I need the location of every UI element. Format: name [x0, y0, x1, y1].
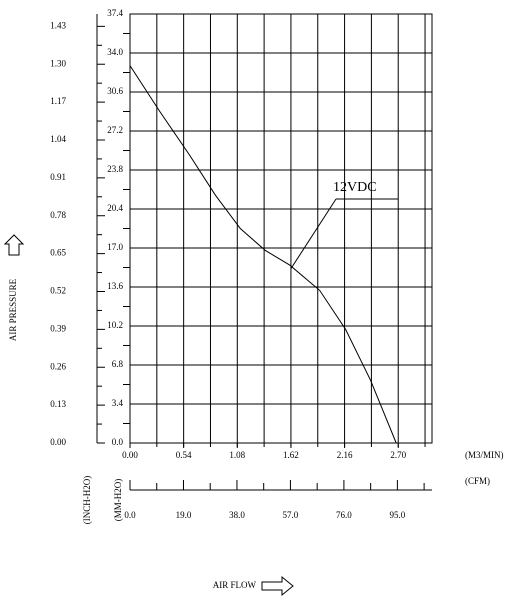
y2-tick-label: 1.17	[50, 96, 66, 106]
x-axis-label: (M3/MIN)	[465, 450, 504, 460]
plot-frame	[129, 13, 433, 444]
y-tick-label: 13.6	[107, 281, 123, 291]
y2-tick-label: 0.52	[50, 286, 66, 296]
annotation-label: 12VDC	[333, 180, 377, 195]
x-tick-label: 0.54	[176, 450, 192, 460]
y2-tick-label: 0.91	[50, 172, 66, 182]
x2-tick-label: 0.0	[124, 510, 136, 520]
annotation-leader	[290, 198, 337, 269]
x2-tick-label: 57.0	[283, 510, 299, 520]
y2-tick-label: 1.30	[50, 58, 66, 68]
y-tick-label: 20.4	[107, 203, 123, 213]
x2-tick-label: 95.0	[390, 510, 406, 520]
y2-tick-label: 0.65	[50, 248, 66, 258]
x-tick-label: 2.16	[337, 450, 353, 460]
y-tick-label: 6.8	[112, 359, 124, 369]
y-tick-label: 27.2	[107, 125, 123, 135]
x2-tick-label: 19.0	[176, 510, 192, 520]
y-tick-label: 30.6	[107, 86, 123, 96]
right-arrow	[261, 575, 294, 597]
x-tick-label: 1.62	[283, 450, 299, 460]
x-tick-label: 1.08	[229, 450, 245, 460]
y2-tick-label: 0.13	[50, 399, 66, 409]
y-tick-label: 3.4	[112, 398, 124, 408]
x2-tick-label: 38.0	[229, 510, 245, 520]
y-tick-label: 0.0	[112, 437, 124, 447]
pressure-title: AIR PRESSURE	[8, 278, 18, 341]
y2-tick-label: 0.00	[50, 437, 66, 447]
y-tick-label: 17.0	[107, 242, 123, 252]
x-tick-label: 2.70	[390, 450, 406, 460]
x2-axis-label: (CFM)	[465, 476, 490, 486]
y2-tick-label: 1.43	[50, 20, 66, 30]
y2-axis-label: (INCH-H2O)	[82, 476, 92, 525]
y2-tick-label: 0.39	[50, 323, 66, 333]
x2-tick-label: 76.0	[336, 510, 352, 520]
y-tick-label: 37.4	[107, 8, 123, 18]
y-tick-label: 10.2	[107, 320, 123, 330]
y-tick-label: 34.0	[107, 47, 123, 57]
up-arrow	[3, 234, 25, 256]
flow-title: AIR FLOW	[213, 580, 257, 590]
y-tick-label: 23.8	[107, 164, 123, 174]
curve	[129, 65, 397, 444]
y2-tick-label: 0.78	[50, 210, 66, 220]
x-tick-label: 0.00	[122, 450, 138, 460]
y2-tick-label: 1.04	[50, 134, 66, 144]
y-axis-label: (MM-H2O)	[113, 479, 123, 522]
y2-tick-label: 0.26	[50, 361, 66, 371]
